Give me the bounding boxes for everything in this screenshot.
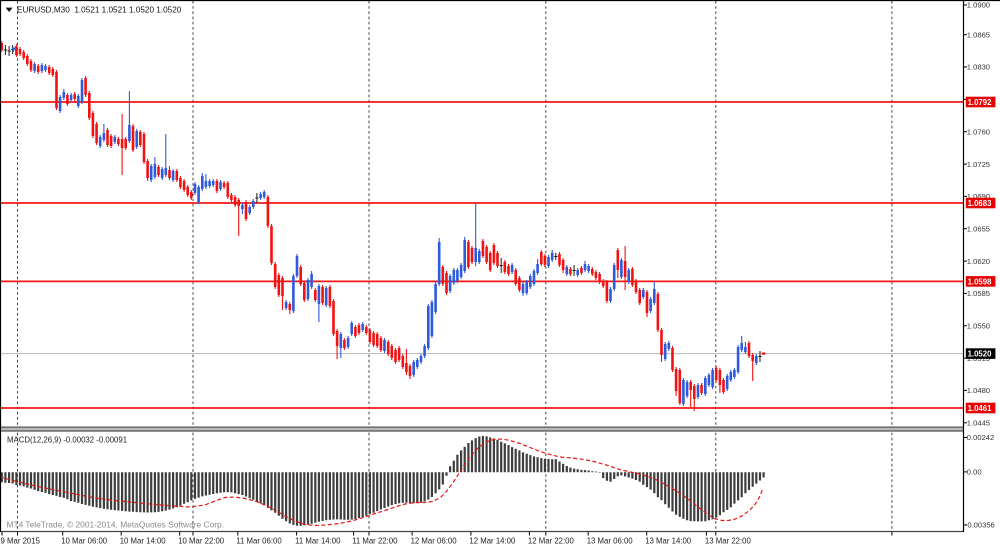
svg-text:13 Mar 14:00: 13 Mar 14:00 (645, 537, 692, 546)
svg-text:1.0865: 1.0865 (967, 30, 990, 39)
svg-text:1.0550: 1.0550 (967, 322, 990, 331)
svg-text:10 Mar 22:00: 10 Mar 22:00 (178, 537, 225, 546)
svg-text:MT4 TeleTrade, © 2001-2014, Me: MT4 TeleTrade, © 2001-2014, MetaQuotes S… (7, 520, 225, 530)
svg-text:13 Mar 22:00: 13 Mar 22:00 (705, 537, 752, 546)
svg-text:0.00: 0.00 (967, 468, 982, 477)
svg-text:12 Mar 06:00: 12 Mar 06:00 (411, 537, 458, 546)
svg-text:13 Mar 06:00: 13 Mar 06:00 (587, 537, 634, 546)
svg-text:1.0725: 1.0725 (967, 160, 990, 169)
svg-text:1.0598: 1.0598 (968, 277, 993, 286)
svg-text:9 Mar 2015: 9 Mar 2015 (1, 537, 41, 546)
svg-text:1.0690: 1.0690 (967, 192, 990, 201)
svg-text:1.0655: 1.0655 (967, 224, 990, 233)
svg-text:-0.00356: -0.00356 (965, 521, 995, 530)
svg-text:0.00242: 0.00242 (967, 433, 994, 442)
svg-text:EURUSD,M30 1.0521 1.0521 1.05: EURUSD,M30 1.0521 1.0521 1.0520 1.0520 (17, 5, 182, 14)
svg-text:1.0520: 1.0520 (968, 350, 993, 359)
svg-text:1.0792: 1.0792 (968, 98, 993, 107)
svg-text:1.0461: 1.0461 (968, 404, 993, 413)
svg-text:12 Mar 22:00: 12 Mar 22:00 (528, 537, 575, 546)
svg-text:12 Mar 14:00: 12 Mar 14:00 (469, 537, 516, 546)
svg-text:1.0620: 1.0620 (967, 257, 990, 266)
svg-text:MACD(12,26,9) -0.00032 -0.0009: MACD(12,26,9) -0.00032 -0.00091 (7, 436, 127, 445)
svg-text:11 Mar 22:00: 11 Mar 22:00 (352, 537, 398, 546)
svg-text:1.0683: 1.0683 (968, 199, 993, 208)
svg-text:1.0585: 1.0585 (967, 289, 990, 298)
svg-text:10 Mar 14:00: 10 Mar 14:00 (120, 537, 167, 546)
svg-text:11 Mar 14:00: 11 Mar 14:00 (295, 537, 341, 546)
svg-text:1.0445: 1.0445 (967, 419, 990, 428)
svg-text:1.0760: 1.0760 (967, 127, 990, 136)
svg-text:10 Mar 06:00: 10 Mar 06:00 (61, 537, 108, 546)
svg-text:11 Mar 06:00: 11 Mar 06:00 (236, 537, 282, 546)
svg-text:1.0900: 1.0900 (967, 1, 990, 10)
svg-text:1.0480: 1.0480 (967, 386, 990, 395)
svg-text:1.0830: 1.0830 (967, 63, 990, 72)
